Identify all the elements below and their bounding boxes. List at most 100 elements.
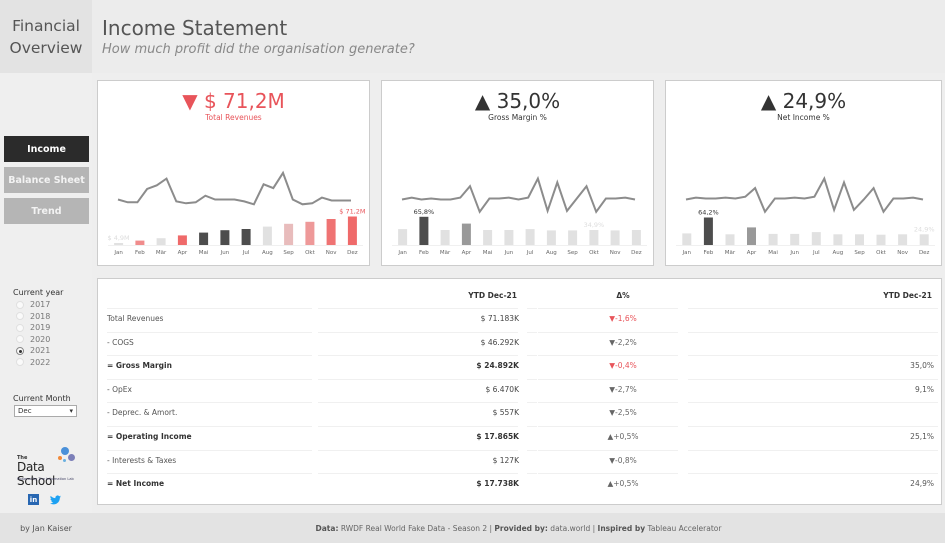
x-tick-label: Okt — [589, 250, 600, 256]
table-row[interactable]: = Gross Margin $ 24.892K ▼-0,4% 35,0% — [98, 354, 943, 378]
bar-mär[interactable] — [440, 230, 450, 245]
bar-sep[interactable] — [568, 230, 578, 245]
header-ytd-pct: YTD Dec-21 — [883, 291, 932, 300]
row-divider — [538, 402, 678, 404]
x-tick-label: Jan — [113, 250, 123, 256]
logo-powered-text: Powered by The Information Lab — [17, 477, 74, 481]
inspired-by-value: Tableau Accelerator — [645, 523, 722, 533]
year-radio-2018[interactable]: 2018 — [16, 311, 50, 322]
year-radio-2020[interactable]: 2020 — [16, 334, 50, 345]
row-label: = Net Income — [107, 479, 165, 489]
bar-jan[interactable] — [682, 233, 692, 245]
data-source-label: Data: — [315, 523, 339, 533]
bar-jan[interactable] — [114, 243, 124, 245]
bar-aug[interactable] — [262, 226, 272, 245]
page-header: Income Statement How much profit did the… — [92, 0, 945, 73]
gross-margin-chart[interactable]: Jan Feb Mär Apr Mai Jun Jul Aug Sep Okt Nov Dez 65,8… — [382, 81, 655, 267]
x-tick-label: Sep — [283, 250, 294, 256]
sparkline-trend — [685, 176, 924, 214]
x-tick-label: Jan — [682, 250, 692, 256]
bar-mär[interactable] — [725, 234, 735, 245]
year-radio-2021[interactable]: 2021 — [16, 345, 50, 356]
bar-dez[interactable] — [631, 230, 641, 245]
bar-jun[interactable] — [504, 230, 514, 245]
nav-trend-button[interactable]: Trend — [4, 198, 89, 224]
x-tick-label: Jun — [789, 250, 799, 256]
table-row[interactable]: - OpEx $ 6.470K ▼-2,7% 9,1% — [98, 378, 943, 402]
row-divider — [318, 355, 518, 357]
bar-mär[interactable] — [156, 238, 166, 245]
bar-sep[interactable] — [855, 234, 864, 245]
bar-feb[interactable] — [703, 217, 713, 246]
row-divider — [107, 331, 312, 333]
bar-dez[interactable] — [347, 216, 357, 246]
bar-feb[interactable] — [135, 240, 145, 245]
provided-by-value: data.world | — [547, 523, 598, 533]
bar-jun[interactable] — [790, 233, 800, 245]
bar-nov[interactable] — [326, 219, 336, 245]
linkedin-icon[interactable]: in — [28, 494, 39, 505]
year-radio-2017[interactable]: 2017 — [16, 299, 50, 310]
x-tick-label: Feb — [135, 250, 145, 256]
x-tick-label: Nov — [326, 250, 337, 256]
bar-jan[interactable] — [398, 229, 408, 245]
table-row[interactable]: - Deprec. & Amort. $ 557K ▼-2,5% — [98, 401, 943, 425]
bar-apr[interactable] — [461, 223, 471, 245]
kpi-card-net-income[interactable]: ▲ 24,9% Net Income % Jan Feb Mär Apr Mai Jun J… — [665, 80, 942, 266]
bar-nov[interactable] — [898, 234, 908, 245]
x-tick-label: Jul — [242, 250, 250, 256]
row-ytd-value: $ 17.865K — [476, 432, 519, 441]
bar-okt[interactable] — [589, 230, 599, 245]
row-label: - Interests & Taxes — [107, 455, 177, 465]
bar-aug[interactable] — [833, 234, 843, 245]
year-radio-2022[interactable]: 2022 — [16, 357, 50, 368]
table-row[interactable]: = Net Income $ 17.738K ▲+0,5% 24,9% — [98, 472, 943, 496]
kpi-card-gross-margin[interactable]: ▲ 35,0% Gross Margin % Jan Feb Mär Apr Mai Ju… — [381, 80, 654, 266]
table-row[interactable]: = Operating Income $ 17.865K ▲+0,5% 25,1% — [98, 425, 943, 449]
bar-jul[interactable] — [241, 229, 251, 245]
x-tick-label: Okt — [305, 250, 316, 256]
revenue-chart[interactable]: Jan Feb Mär Apr Mai Jun Jul Aug Sep Okt Nov Dez $ 4,… — [98, 81, 371, 267]
row-divider — [318, 308, 518, 309]
nav-balance-sheet-button[interactable]: Balance Sheet — [4, 167, 89, 193]
bar-jul[interactable] — [811, 232, 821, 245]
bar-okt[interactable] — [876, 234, 886, 245]
row-delta-pct: ▼-2,7% — [609, 384, 637, 394]
bar-jun[interactable] — [220, 230, 230, 245]
row-delta-pct: ▼-2,2% — [609, 337, 637, 347]
bar-feb[interactable] — [419, 216, 429, 245]
logo-circle-blue — [61, 447, 69, 455]
row-ytd-value: $ 557K — [492, 408, 519, 418]
bar-nov[interactable] — [610, 230, 620, 245]
bar-aug[interactable] — [546, 230, 556, 245]
bar-jul[interactable] — [525, 229, 535, 245]
row-divider — [688, 426, 938, 427]
bar-mai[interactable] — [199, 232, 209, 245]
net-income-chart[interactable]: Jan Feb Mär Apr Mai Jun Jul Aug Sep Okt Nov Dez 64,2… — [666, 81, 943, 267]
section-title: Financial Overview — [0, 0, 92, 73]
bar-apr[interactable] — [747, 227, 756, 245]
bar-data-label: 65,8% — [414, 208, 435, 216]
x-tick-label: Okt — [876, 250, 887, 256]
nav-income-button[interactable]: Income — [4, 136, 89, 162]
row-divider — [107, 473, 312, 475]
footer-credits: Data: RWDF Real World Fake Data - Season… — [92, 513, 945, 543]
bar-mai[interactable] — [483, 230, 493, 245]
current-month-value: Dec — [18, 407, 32, 415]
table-row[interactable]: Total Revenues $ 71.183K ▼-1,6% — [98, 307, 943, 331]
twitter-icon[interactable] — [50, 494, 61, 505]
bar-sep[interactable] — [284, 223, 294, 245]
table-row[interactable]: - Interests & Taxes $ 127K ▼-0,8% — [98, 449, 943, 473]
bar-mai[interactable] — [768, 233, 778, 245]
x-tick-label: Nov — [897, 250, 908, 256]
row-ytd-value: $ 71.183K — [480, 314, 519, 323]
x-tick-label: Dez — [347, 250, 358, 256]
table-row[interactable]: - COGS $ 46.292K ▼-2,2% — [98, 331, 943, 355]
bar-apr[interactable] — [177, 235, 187, 245]
bar-okt[interactable] — [305, 221, 315, 245]
bar-dez[interactable] — [919, 234, 929, 245]
current-month-dropdown[interactable]: Dec ▾ — [14, 405, 77, 417]
kpi-card-total-revenues[interactable]: ▼ $ 71,2M Total Revenues Jan Feb Mär Apr Mai… — [97, 80, 370, 266]
year-radio-2019[interactable]: 2019 — [16, 322, 50, 333]
x-tick-label: Apr — [747, 250, 757, 256]
